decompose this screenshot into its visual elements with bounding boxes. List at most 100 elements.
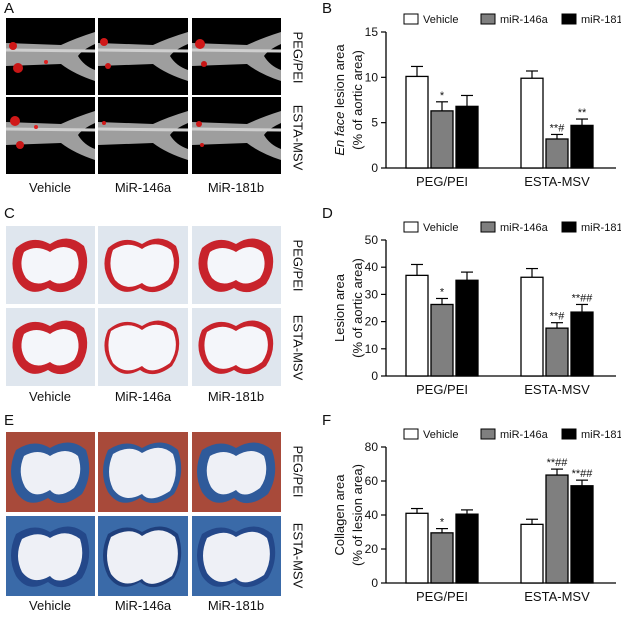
row-label-estamsv-a: ESTA-MSV xyxy=(290,104,306,171)
panel-label-d: D xyxy=(322,205,333,222)
bar-mir181b xyxy=(570,124,594,169)
aorta-image-pegpei-mir181b xyxy=(192,18,281,95)
significance-mark: **# xyxy=(550,122,566,134)
significance-mark: **## xyxy=(572,292,594,304)
row-label-estamsv-c: ESTA-MSV xyxy=(290,314,306,381)
chart-d: Vehicle miR-146a miR-181b 0 10 20 30 40 50 Lesion… xyxy=(332,221,621,397)
oil-red-image-pegpei-mir181b xyxy=(192,226,281,304)
y-axis-label: Lesion area xyxy=(332,273,347,342)
legend-label-mir146a: miR-146a xyxy=(500,222,549,234)
col-label-mir146a-c: MiR-146a xyxy=(114,389,172,404)
aorta-image-estamsv-vehicle xyxy=(6,97,95,174)
bar-mir181b xyxy=(570,311,594,377)
legend-swatch-mir181b xyxy=(561,13,577,25)
x-category-label: PEG/PEI xyxy=(416,589,468,604)
y-tick-label: 5 xyxy=(371,116,378,130)
y-tick-label: 20 xyxy=(365,315,379,329)
col-label-mir146a-a: MiR-146a xyxy=(114,180,172,195)
y-tick-label: 30 xyxy=(365,287,379,301)
y-axis-label-text: Lesion area xyxy=(332,273,347,342)
panel-label-c: C xyxy=(4,205,15,222)
bar-mir146a xyxy=(430,110,454,169)
x-category-label: ESTA-MSV xyxy=(524,589,590,604)
trichrome-image-pegpei-mir181b xyxy=(192,432,281,512)
y-axis-label-italic: En face xyxy=(332,112,347,156)
y-tick-label: 0 xyxy=(371,576,378,590)
legend-swatch-mir181b xyxy=(561,428,577,440)
oil-red-image-estamsv-mir181b xyxy=(192,308,281,386)
legend-swatch-mir181b xyxy=(561,221,577,233)
trichrome-image-pegpei-vehicle xyxy=(6,432,95,512)
legend-label-mir146a: miR-146a xyxy=(500,429,549,441)
row-label-pegpei-a: PEG/PEI xyxy=(290,31,306,84)
bar-vehicle xyxy=(405,512,429,584)
col-label-mir181b-a: MiR-181b xyxy=(207,180,265,195)
significance-mark: **# xyxy=(550,311,566,323)
significance-mark: * xyxy=(440,286,445,298)
significance-mark: **## xyxy=(547,457,569,469)
significance-mark: * xyxy=(440,90,445,102)
legend-label-mir181b: miR-181b xyxy=(581,222,621,234)
bar-mir146a xyxy=(430,303,454,377)
legend-swatch-mir146a xyxy=(480,428,496,440)
col-label-mir146a-e: MiR-146a xyxy=(114,598,172,613)
legend-swatch-vehicle xyxy=(403,221,419,233)
legend-label-vehicle: Vehicle xyxy=(423,222,458,234)
y-axis-label: En face lesion area xyxy=(332,44,347,156)
col-label-mir181b-c: MiR-181b xyxy=(207,389,265,404)
bar-mir181b xyxy=(455,279,479,377)
legend-swatch-mir146a xyxy=(480,221,496,233)
y-tick-label: 60 xyxy=(365,474,379,488)
y-tick-label: 15 xyxy=(365,25,379,39)
y-tick-label: 80 xyxy=(365,440,379,454)
panel-label-e: E xyxy=(4,412,15,429)
y-tick-label: 50 xyxy=(365,233,379,247)
bar-vehicle xyxy=(520,276,544,377)
row-label-estamsv-e: ESTA-MSV xyxy=(290,522,306,589)
legend-label-vehicle: Vehicle xyxy=(423,14,458,26)
chart-f: Vehicle miR-146a miR-181b 0 20 40 60 80 Collagen… xyxy=(332,428,621,604)
bar-vehicle xyxy=(405,274,429,377)
bar-mir181b xyxy=(455,513,479,584)
trichrome-image-estamsv-mir181b xyxy=(192,516,281,596)
col-label-vehicle-a: Vehicle xyxy=(29,180,71,195)
significance-mark: ** xyxy=(578,107,587,119)
y-axis-label: Collagen area xyxy=(332,474,347,556)
x-category-label: ESTA-MSV xyxy=(524,382,590,397)
panel-label-b: B xyxy=(322,0,333,17)
legend-label-vehicle: Vehicle xyxy=(423,429,458,441)
bar-vehicle xyxy=(520,77,544,169)
y-axis-label-text: lesion area xyxy=(332,44,347,112)
legend-swatch-vehicle xyxy=(403,13,419,25)
y-tick-label: 20 xyxy=(365,542,379,556)
oil-red-image-pegpei-mir146a xyxy=(98,226,188,304)
y-tick-label: 10 xyxy=(365,342,379,356)
legend-label-mir146a: miR-146a xyxy=(500,14,549,26)
x-category-label: ESTA-MSV xyxy=(524,174,590,189)
aorta-image-estamsv-mir146a xyxy=(98,97,188,174)
x-category-label: PEG/PEI xyxy=(416,174,468,189)
legend-swatch-mir146a xyxy=(480,13,496,25)
row-label-pegpei-c: PEG/PEI xyxy=(290,239,306,292)
y-tick-label: 40 xyxy=(365,508,379,522)
trichrome-image-pegpei-mir146a xyxy=(98,432,188,512)
y-axis-label-line2: (% of aortic area) xyxy=(350,258,365,358)
significance-mark: * xyxy=(440,517,445,529)
oil-red-image-estamsv-mir146a xyxy=(98,308,188,386)
bar-vehicle xyxy=(405,75,429,169)
legend-label-mir181b: miR-181b xyxy=(581,429,621,441)
col-label-mir181b-e: MiR-181b xyxy=(207,598,265,613)
row-label-pegpei-e: PEG/PEI xyxy=(290,445,306,498)
y-axis-label-line2: (% of aortic area) xyxy=(350,50,365,150)
significance-mark: **## xyxy=(572,468,594,480)
panel-label-a: A xyxy=(4,0,15,17)
aorta-image-estamsv-mir181b xyxy=(192,97,281,174)
aorta-image-pegpei-mir146a xyxy=(98,18,188,95)
panel-label-f: F xyxy=(322,412,332,429)
legend-swatch-vehicle xyxy=(403,428,419,440)
oil-red-image-pegpei-vehicle xyxy=(6,226,95,304)
bar-mir181b xyxy=(455,105,479,169)
col-label-vehicle-c: Vehicle xyxy=(29,389,71,404)
bar-mir146a xyxy=(430,532,454,584)
